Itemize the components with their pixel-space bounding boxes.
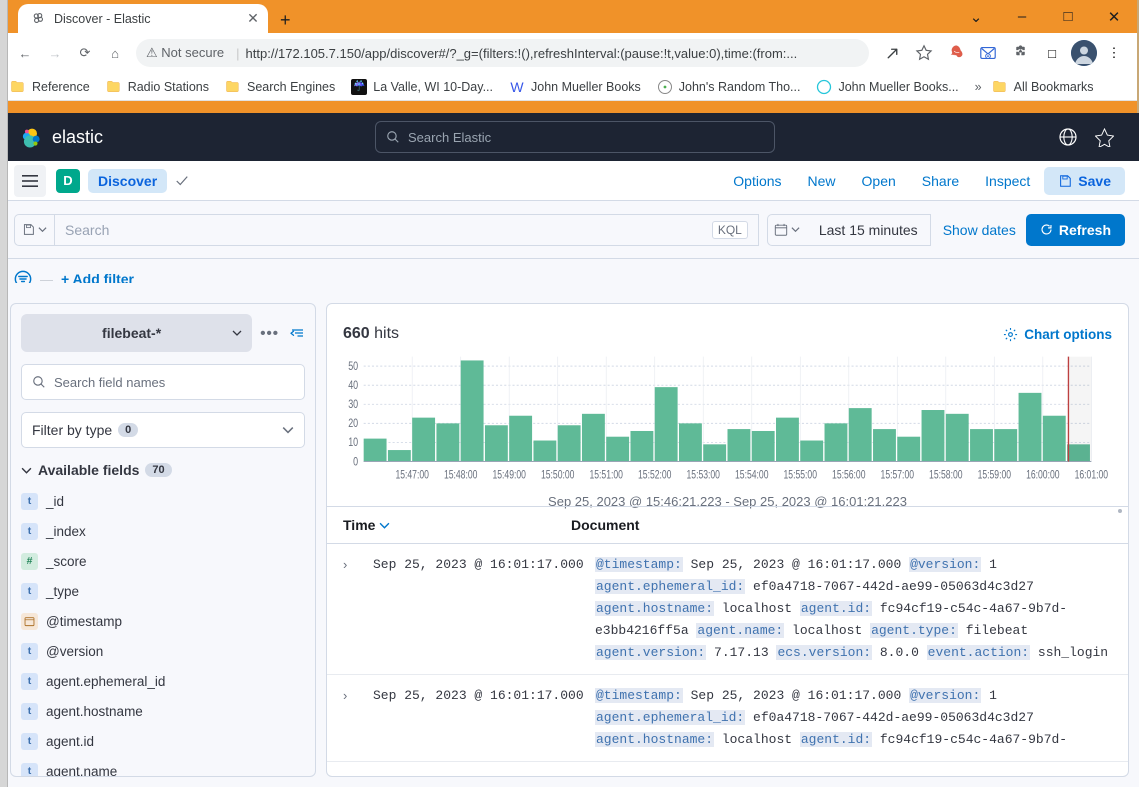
- svg-text:15:55:00: 15:55:00: [784, 469, 818, 482]
- svg-text:15:57:00: 15:57:00: [881, 469, 915, 482]
- svg-text:20: 20: [348, 417, 358, 431]
- svg-text:15:52:00: 15:52:00: [638, 469, 672, 482]
- svg-text:15:53:00: 15:53:00: [687, 469, 721, 482]
- svg-text:40: 40: [348, 379, 358, 393]
- svg-text:15:49:00: 15:49:00: [492, 469, 526, 482]
- svg-text:15:50:00: 15:50:00: [541, 469, 575, 482]
- svg-text:15:56:00: 15:56:00: [832, 469, 866, 482]
- svg-text:0: 0: [353, 455, 358, 469]
- svg-text:15:48:00: 15:48:00: [444, 469, 478, 482]
- svg-text:15:54:00: 15:54:00: [735, 469, 769, 482]
- svg-text:10: 10: [348, 436, 358, 450]
- svg-text:15:58:00: 15:58:00: [929, 469, 963, 482]
- svg-text:15:59:00: 15:59:00: [978, 469, 1012, 482]
- svg-text:50: 50: [348, 360, 358, 374]
- svg-text:15:47:00: 15:47:00: [395, 469, 429, 482]
- svg-text:16:01:00: 16:01:00: [1075, 469, 1109, 482]
- svg-text:15:51:00: 15:51:00: [589, 469, 623, 482]
- svg-text:30: 30: [348, 398, 358, 412]
- svg-text:16:00:00: 16:00:00: [1026, 469, 1060, 482]
